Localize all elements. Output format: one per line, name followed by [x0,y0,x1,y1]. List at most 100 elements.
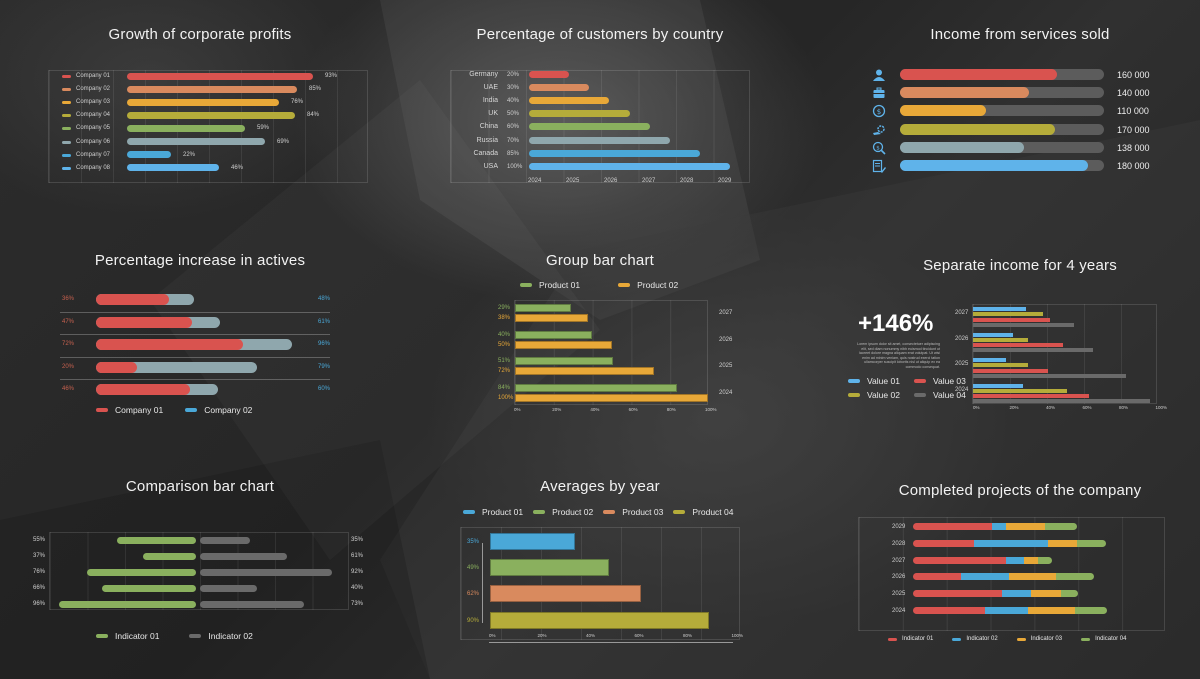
data-bar[interactable] [529,136,670,144]
bar-segment[interactable] [1006,523,1045,530]
data-bar[interactable] [973,312,1043,317]
data-bar[interactable] [973,348,1093,353]
data-bar[interactable] [973,317,1051,322]
data-bar[interactable] [973,399,1150,404]
indicator01-bar[interactable] [101,585,196,592]
data-bar[interactable] [973,388,1067,393]
stacked-bar[interactable] [913,590,1078,598]
data-bar[interactable] [127,85,297,93]
bar-segment[interactable] [985,607,1028,614]
bar-segment[interactable] [1024,556,1038,564]
legend-item[interactable]: Indicator 03 [1016,636,1062,642]
legend-item[interactable]: Indicator 02 [189,631,253,641]
legend-item[interactable]: Indicator 02 [952,636,998,642]
bar-segment[interactable] [1009,573,1056,581]
data-bar[interactable] [973,332,1014,337]
data-bar[interactable] [900,141,1025,153]
data-bar[interactable] [127,164,219,172]
company01-bar[interactable] [96,361,137,373]
data-bar[interactable] [515,393,708,402]
data-bar[interactable] [515,357,614,365]
data-bar[interactable] [900,160,1088,171]
data-bar[interactable] [529,84,590,92]
bar-segment[interactable] [913,539,974,547]
data-bar[interactable] [900,105,986,117]
bar-segment[interactable] [913,607,985,614]
data-bar[interactable] [515,383,678,392]
data-bar[interactable] [973,343,1064,348]
indicator01-bar[interactable] [58,601,196,608]
bar-segment[interactable] [1028,607,1075,614]
bar-segment[interactable] [913,523,992,530]
legend-item[interactable]: Product 02 [533,507,593,517]
company01-bar[interactable] [96,384,190,395]
data-bar[interactable] [515,330,593,339]
bar-segment[interactable] [1006,556,1024,564]
indicator01-bar[interactable] [87,569,196,576]
company01-bar[interactable] [96,316,192,328]
data-bar[interactable] [973,394,1089,399]
data-bar[interactable] [529,123,650,131]
legend-item[interactable]: Product 03 [603,507,663,517]
data-bar[interactable] [900,69,1058,80]
bar-segment[interactable] [1031,590,1061,598]
data-bar[interactable] [127,138,265,145]
legend-item[interactable]: Product 02 [618,280,678,290]
data-bar[interactable] [973,358,1007,362]
stacked-bar[interactable] [913,607,1107,614]
data-bar[interactable] [490,533,576,550]
bar-segment[interactable] [1045,523,1077,530]
data-bar[interactable] [127,98,279,106]
data-bar[interactable] [900,87,1029,99]
bar-segment[interactable] [913,556,1006,564]
data-bar[interactable] [529,97,610,105]
data-bar[interactable] [515,304,571,312]
legend-item[interactable]: Value 01 [848,376,900,386]
stacked-bar[interactable] [913,556,1052,564]
legend-item[interactable]: Company 01 [96,405,163,415]
bar-segment[interactable] [1077,539,1106,547]
indicator02-bar[interactable] [200,537,251,544]
bar-segment[interactable] [1038,556,1052,564]
data-bar[interactable] [490,585,641,603]
indicator02-bar[interactable] [200,553,288,560]
indicator01-bar[interactable] [117,537,196,544]
data-bar[interactable] [529,162,730,170]
indicator02-bar[interactable] [200,569,332,576]
stacked-bar[interactable] [913,539,1106,547]
bar-segment[interactable] [961,573,1009,581]
data-bar[interactable] [973,368,1049,373]
company01-bar[interactable] [96,339,243,350]
legend-item[interactable]: Product 04 [673,507,734,517]
bar-segment[interactable] [1002,590,1031,598]
data-bar[interactable] [127,111,295,119]
data-bar[interactable] [973,373,1126,378]
data-bar[interactable] [127,151,171,159]
data-bar[interactable] [515,367,654,375]
indicator01-bar[interactable] [143,553,196,560]
legend-item[interactable]: Value 03 [913,376,966,386]
legend-item[interactable]: Value 02 [848,390,900,400]
legend-item[interactable]: Company 02 [185,405,252,415]
data-bar[interactable] [127,72,313,80]
stacked-bar[interactable] [913,523,1077,530]
bar-segment[interactable] [1048,539,1077,547]
data-bar[interactable] [529,149,700,157]
bar-segment[interactable] [992,523,1006,530]
indicator02-bar[interactable] [200,585,258,592]
indicator02-bar[interactable] [200,601,305,608]
bar-segment[interactable] [1061,590,1078,598]
legend-item[interactable]: Indicator 01 [96,631,159,641]
data-bar[interactable] [490,611,709,629]
data-bar[interactable] [973,322,1075,327]
legend-item[interactable]: Indicator 04 [1081,636,1126,642]
data-bar[interactable] [529,110,630,118]
data-bar[interactable] [973,383,1023,388]
bar-segment[interactable] [913,573,961,581]
data-bar[interactable] [973,337,1029,342]
legend-item[interactable]: Product 01 [520,280,580,290]
company02-bar[interactable] [96,361,258,373]
stacked-bar[interactable] [913,573,1094,581]
bar-segment[interactable] [1075,607,1107,614]
data-bar[interactable] [490,559,610,577]
